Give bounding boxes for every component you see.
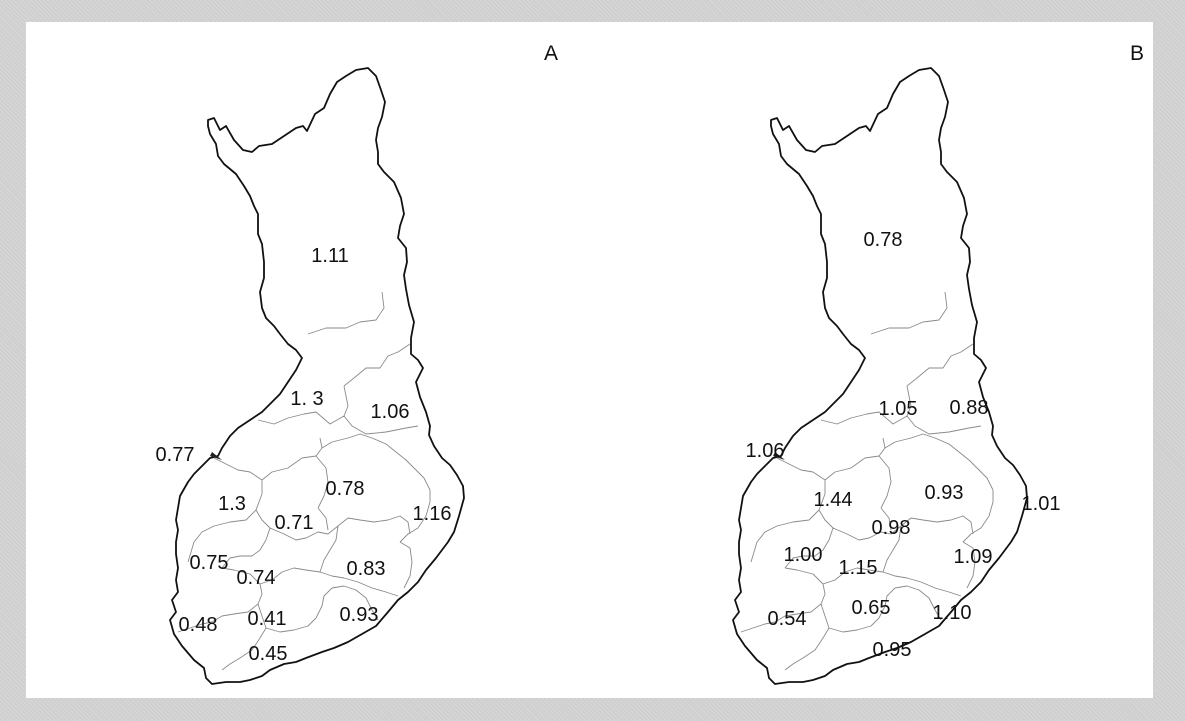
region-borders	[177, 291, 431, 671]
map-panel-a: A 1.11 1. 3 1.06 0.77 1.3 0.78 1.16 0.71…	[26, 22, 589, 698]
region-value-south-savo: 1.09	[953, 546, 993, 568]
panel-label: A	[544, 42, 559, 65]
region-value-north-savo: 0.93	[924, 482, 964, 504]
map-panel-b: B 0.78 1.05 0.88 1.06 1.44 0.93 1.01 0.9…	[589, 22, 1152, 698]
finland-map-b	[732, 67, 1028, 685]
figure-frame: A 1.11 1. 3 1.06 0.77 1.3 0.78 1.16 0.71…	[26, 22, 1153, 698]
region-value-southwest-finland: 0.54	[767, 608, 807, 630]
region-value-north-karelia: 1.01	[1021, 493, 1061, 515]
region-value-satakunta: 1.00	[783, 544, 823, 566]
region-value-kainuu: 1.06	[370, 401, 410, 423]
coast-arrow-mark	[773, 452, 785, 460]
region-value-satakunta: 0.75	[189, 552, 229, 574]
region-value-lapland: 1.11	[311, 245, 349, 267]
region-value-south-savo: 0.83	[346, 558, 386, 580]
country-outline	[732, 67, 1028, 685]
region-value-north-karelia: 1.16	[412, 503, 452, 525]
region-value-kanta-hame: 0.65	[851, 597, 891, 619]
coast-arrow-mark	[210, 452, 222, 460]
region-value-lapland: 0.78	[863, 229, 903, 251]
panel-label: B	[1130, 42, 1145, 65]
region-value-uusimaa: 0.95	[872, 639, 912, 661]
region-value-north-savo: 0.78	[325, 478, 365, 500]
finland-map-a	[169, 67, 465, 685]
region-value-south-ostrobothnia: 1.3	[218, 493, 246, 515]
region-value-south-ostrobothnia: 1.44	[813, 489, 853, 511]
country-outline	[169, 67, 465, 685]
region-value-pirkanmaa: 0.74	[236, 567, 276, 589]
region-value-kainuu: 0.88	[949, 397, 989, 419]
region-value-central-finland: 0.71	[274, 512, 314, 534]
region-value-north-ostrobothnia: 1.05	[878, 398, 918, 420]
region-value-north-ostrobothnia: 1. 3	[290, 388, 324, 410]
region-value-southwest-finland: 0.48	[178, 614, 218, 636]
region-value-central-ostrobothnia: 1.06	[745, 440, 785, 462]
region-value-kymenlaakso: 0.93	[339, 604, 379, 626]
region-value-kymenlaakso: 1.10	[932, 602, 972, 624]
region-value-central-ostrobothnia: 0.77	[155, 444, 195, 466]
region-value-pirkanmaa: 1.15	[838, 557, 878, 579]
region-value-uusimaa: 0.45	[248, 643, 288, 665]
region-value-central-finland: 0.98	[871, 517, 911, 539]
region-value-kanta-hame: 0.41	[247, 608, 287, 630]
region-borders	[740, 291, 994, 671]
